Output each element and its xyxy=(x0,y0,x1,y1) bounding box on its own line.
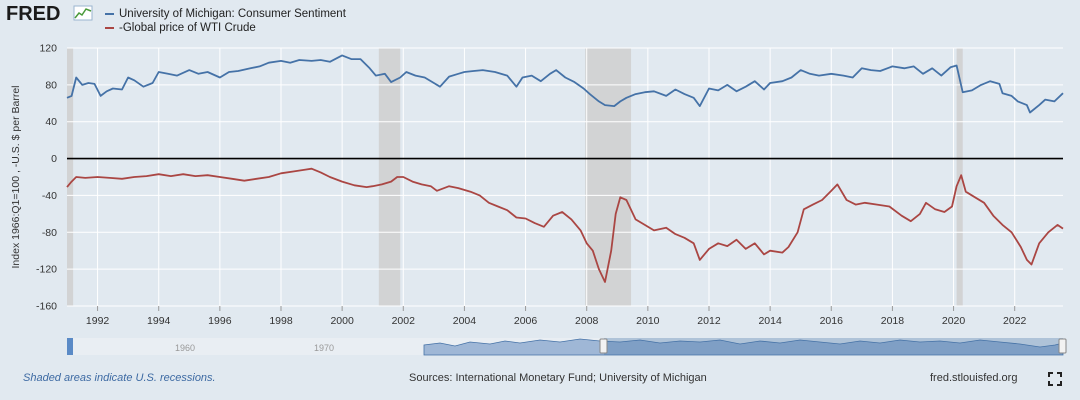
y-tick-label--120: -120 xyxy=(36,264,57,276)
recession-band-0 xyxy=(67,48,74,306)
sources-text: Sources: International Monetary Fund; Un… xyxy=(409,372,707,384)
x-tick-label-2016: 2016 xyxy=(820,315,844,327)
legend-item-wti-crude[interactable]: -Global price of WTI Crude xyxy=(105,21,346,35)
x-tick-label-2018: 2018 xyxy=(881,315,905,327)
y-tick-label-80: 80 xyxy=(45,79,57,91)
y-axis-ticks: -160 -120 -80 -40 0 40 80 120 xyxy=(36,43,57,313)
x-tick-label-1998: 1998 xyxy=(269,315,293,327)
y-tick-label--80: -80 xyxy=(42,227,57,239)
legend-label-wti-crude: -Global price of WTI Crude xyxy=(119,22,256,34)
line-chart: -160 -120 -80 -40 0 40 80 120 1992 1994 1996 1998 2… xyxy=(10,43,1064,327)
series-line-1 xyxy=(66,167,1064,283)
fred-logo-text: FRED xyxy=(6,3,60,24)
x-tick-label-2002: 2002 xyxy=(392,315,416,327)
x-axis-ticks: 1992 1994 1996 1998 2000 2002 2004 2006 2008 2010… xyxy=(86,306,1027,327)
x-tick-label-1992: 1992 xyxy=(86,315,110,327)
legend-label-consumer-sentiment: University of Michigan: Consumer Sentime… xyxy=(119,8,346,20)
fullscreen-icon[interactable] xyxy=(1048,372,1062,386)
range-navigator[interactable]: 1960 1970 xyxy=(0,335,1080,357)
legend-swatch-consumer-sentiment xyxy=(105,13,114,15)
x-tick-label-2000: 2000 xyxy=(330,315,354,327)
x-tick-label-2022: 2022 xyxy=(1003,315,1027,327)
recession-note: Shaded areas indicate U.S. recessions. xyxy=(23,372,216,384)
navigator-right-handle[interactable] xyxy=(1058,338,1067,354)
y-tick-label-120: 120 xyxy=(39,43,57,55)
legend-item-consumer-sentiment[interactable]: University of Michigan: Consumer Sentime… xyxy=(105,7,346,21)
y-tick-label-0: 0 xyxy=(51,153,57,165)
fred-logo[interactable]: FRED xyxy=(6,2,98,29)
recession-band-1 xyxy=(378,48,401,306)
x-tick-label-1994: 1994 xyxy=(147,315,171,327)
legend-swatch-wti-crude xyxy=(105,27,114,29)
x-tick-label-2012: 2012 xyxy=(697,315,721,327)
x-tick-label-1996: 1996 xyxy=(208,315,232,327)
x-tick-label-2008: 2008 xyxy=(575,315,599,327)
navigator-label-1960: 1960 xyxy=(175,343,195,353)
y-tick-label-40: 40 xyxy=(45,116,57,128)
fred-logo-graph-icon xyxy=(73,5,93,21)
series-line-0 xyxy=(66,54,1064,114)
series-lines xyxy=(66,54,1064,283)
x-tick-label-2010: 2010 xyxy=(636,315,660,327)
navigator-series-area xyxy=(423,338,1064,356)
navigator-left-handle[interactable] xyxy=(599,338,608,354)
navigator-selected-range xyxy=(604,338,1063,355)
x-tick-label-2006: 2006 xyxy=(514,315,538,327)
y-tick-label--40: -40 xyxy=(42,190,57,202)
x-tick-label-2014: 2014 xyxy=(758,315,782,327)
y-axis-label: Index 1966:Q1=100 , -U.S. $ per Barrel xyxy=(10,86,22,269)
x-tick-label-2004: 2004 xyxy=(453,315,477,327)
site-link[interactable]: fred.stlouisfed.org xyxy=(930,372,1018,384)
x-tick-label-2020: 2020 xyxy=(942,315,966,327)
plot-area xyxy=(67,48,1063,306)
navigator-label-1970: 1970 xyxy=(314,343,334,353)
navigator-start-marker xyxy=(67,338,73,355)
chart-legend: University of Michigan: Consumer Sentime… xyxy=(105,7,346,35)
y-tick-label--160: -160 xyxy=(36,301,57,313)
